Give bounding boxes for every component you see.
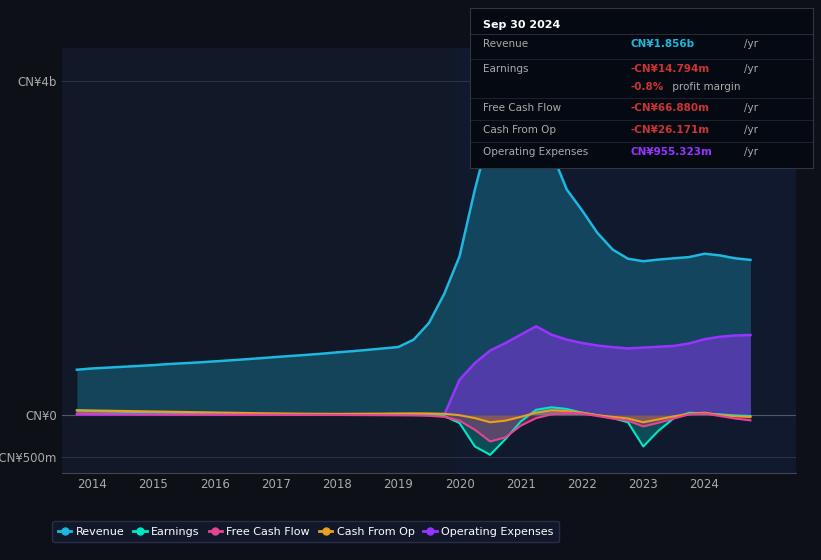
Bar <box>456 48 796 473</box>
Text: Free Cash Flow: Free Cash Flow <box>484 102 562 113</box>
Text: -CN¥14.794m: -CN¥14.794m <box>631 64 710 74</box>
Text: /yr: /yr <box>744 147 758 157</box>
Text: /yr: /yr <box>744 39 758 49</box>
Text: CN¥1.856b: CN¥1.856b <box>631 39 695 49</box>
Text: profit margin: profit margin <box>668 82 741 92</box>
Legend: Revenue, Earnings, Free Cash Flow, Cash From Op, Operating Expenses: Revenue, Earnings, Free Cash Flow, Cash … <box>53 521 559 542</box>
Text: CN¥955.323m: CN¥955.323m <box>631 147 713 157</box>
Text: -0.8%: -0.8% <box>631 82 664 92</box>
Text: /yr: /yr <box>744 125 758 135</box>
Text: /yr: /yr <box>744 64 758 74</box>
Text: Revenue: Revenue <box>484 39 529 49</box>
Text: Operating Expenses: Operating Expenses <box>484 147 589 157</box>
Text: Cash From Op: Cash From Op <box>484 125 557 135</box>
Text: -CN¥66.880m: -CN¥66.880m <box>631 102 710 113</box>
Text: Earnings: Earnings <box>484 64 529 74</box>
Text: /yr: /yr <box>744 102 758 113</box>
Text: Sep 30 2024: Sep 30 2024 <box>484 20 561 30</box>
Text: -CN¥26.171m: -CN¥26.171m <box>631 125 710 135</box>
